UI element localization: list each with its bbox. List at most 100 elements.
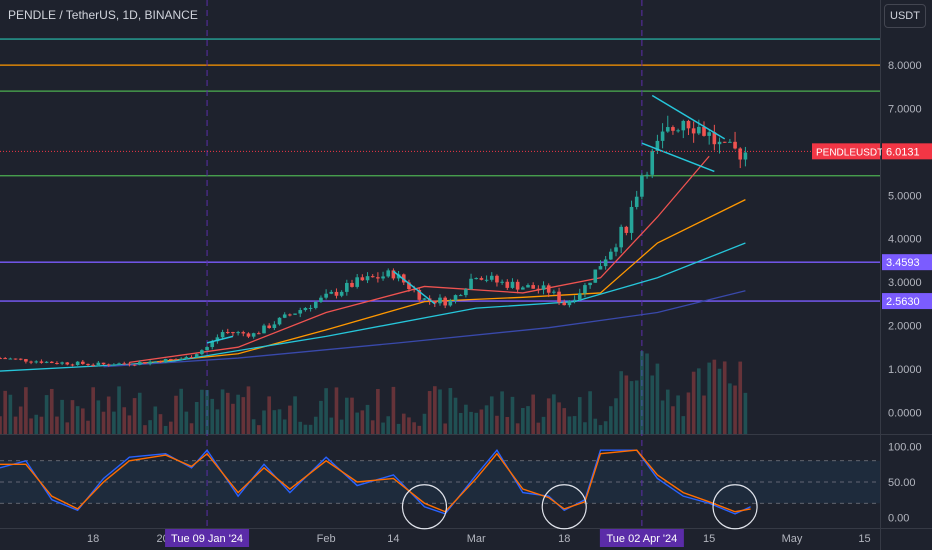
candle-body bbox=[634, 196, 639, 207]
date-label: Tue 02 Apr '24 bbox=[606, 533, 677, 545]
trend-pattern-line bbox=[641, 142, 715, 173]
candle-body bbox=[65, 362, 70, 365]
volume-bar bbox=[169, 421, 173, 434]
volume-bar bbox=[691, 371, 696, 434]
trend-pattern-line bbox=[206, 335, 234, 344]
candle-body bbox=[117, 363, 121, 365]
volume-bar bbox=[702, 395, 706, 434]
candle-body bbox=[707, 132, 711, 136]
candle-body bbox=[272, 324, 277, 328]
candle-body bbox=[24, 359, 28, 362]
volume-bar bbox=[407, 417, 411, 434]
symbol-tag: PENDLEUSDT bbox=[816, 147, 883, 158]
volume-bar bbox=[650, 375, 655, 434]
currency-button[interactable]: USDT bbox=[884, 4, 926, 28]
candle-body bbox=[262, 325, 266, 334]
candle-body bbox=[417, 289, 422, 300]
volume-bar bbox=[225, 392, 230, 434]
level-label-bg bbox=[882, 293, 932, 310]
candle-body bbox=[200, 350, 204, 355]
candle-body bbox=[184, 357, 189, 359]
volume-bar bbox=[728, 383, 732, 434]
volume-bar bbox=[443, 423, 447, 434]
volume-bar bbox=[401, 413, 406, 434]
volume-bar bbox=[572, 416, 577, 434]
highlight-circle bbox=[401, 484, 448, 530]
volume-bar bbox=[697, 368, 701, 434]
volume-bar bbox=[370, 420, 375, 434]
candle-body bbox=[562, 302, 567, 306]
volume-bar bbox=[148, 420, 152, 434]
candle-body bbox=[163, 359, 168, 363]
candle-body bbox=[401, 274, 406, 283]
candle-body bbox=[489, 275, 494, 280]
symbol-title: PENDLE / TetherUS, 1D, BINANCE bbox=[8, 8, 198, 22]
price-tick-label: 8.0000 bbox=[888, 60, 922, 72]
candle-body bbox=[391, 270, 396, 279]
volume-bar bbox=[355, 412, 359, 434]
candle-body bbox=[267, 325, 271, 328]
volume-bar bbox=[500, 391, 504, 434]
candle-body bbox=[158, 361, 163, 363]
volume-bar bbox=[246, 386, 251, 434]
time-tick-label: Feb bbox=[317, 533, 336, 545]
volume-bar bbox=[546, 398, 551, 434]
volume-bar bbox=[479, 409, 484, 434]
candle-body bbox=[96, 362, 101, 366]
volume-bar bbox=[158, 414, 163, 434]
volume-bar bbox=[49, 388, 54, 434]
volume-bar bbox=[101, 411, 106, 434]
volume-bar bbox=[81, 408, 85, 434]
volume-bar bbox=[536, 422, 541, 434]
candle-body bbox=[645, 174, 649, 176]
stoch-tick-label: 0.00 bbox=[888, 512, 909, 524]
volume-bar bbox=[132, 398, 137, 434]
candle-body bbox=[609, 251, 613, 260]
highlight-circle bbox=[712, 484, 758, 530]
candle-body bbox=[536, 288, 541, 290]
stoch-tick-label: 50.00 bbox=[888, 477, 916, 489]
volume-bar bbox=[376, 389, 380, 434]
volume-bar bbox=[127, 415, 132, 434]
time-tick-label: May bbox=[782, 533, 803, 545]
candle-body bbox=[676, 130, 680, 132]
volume-bar bbox=[117, 386, 121, 434]
symbol-tag-bg bbox=[812, 143, 880, 160]
candle-body bbox=[288, 314, 292, 316]
volume-bar bbox=[86, 420, 90, 434]
volume-bar bbox=[655, 363, 660, 434]
candle-body bbox=[143, 362, 147, 364]
volume-bar bbox=[44, 395, 49, 434]
candle-body bbox=[345, 282, 349, 292]
candle-body bbox=[324, 293, 328, 298]
candle-body bbox=[702, 126, 706, 136]
volume-bar bbox=[665, 389, 670, 434]
candle-body bbox=[174, 359, 178, 361]
candle-body bbox=[381, 276, 385, 279]
candle-body bbox=[479, 278, 484, 280]
candle-body bbox=[55, 362, 59, 364]
volume-bar bbox=[70, 400, 75, 434]
time-tick-label: Mar bbox=[467, 533, 486, 545]
volume-bar bbox=[200, 389, 204, 434]
volume-bar bbox=[469, 411, 473, 434]
candle-body bbox=[0, 358, 2, 360]
volume-bar bbox=[562, 408, 567, 434]
volume-bar bbox=[91, 387, 95, 434]
date-label-bg bbox=[599, 529, 684, 547]
candle-body bbox=[733, 141, 737, 149]
time-tick-label: 18 bbox=[558, 533, 570, 545]
candle-body bbox=[194, 354, 199, 358]
candle-body bbox=[360, 277, 365, 281]
candle-body bbox=[665, 127, 670, 132]
candle-body bbox=[552, 291, 556, 293]
candle-body bbox=[412, 289, 416, 291]
volume-bar bbox=[189, 423, 194, 434]
volume-bar bbox=[583, 422, 587, 434]
volume-bar bbox=[251, 419, 256, 434]
volume-bar bbox=[137, 392, 142, 434]
volume-bar bbox=[474, 412, 479, 434]
volume-bar bbox=[609, 406, 613, 434]
volume-bar bbox=[24, 387, 28, 434]
